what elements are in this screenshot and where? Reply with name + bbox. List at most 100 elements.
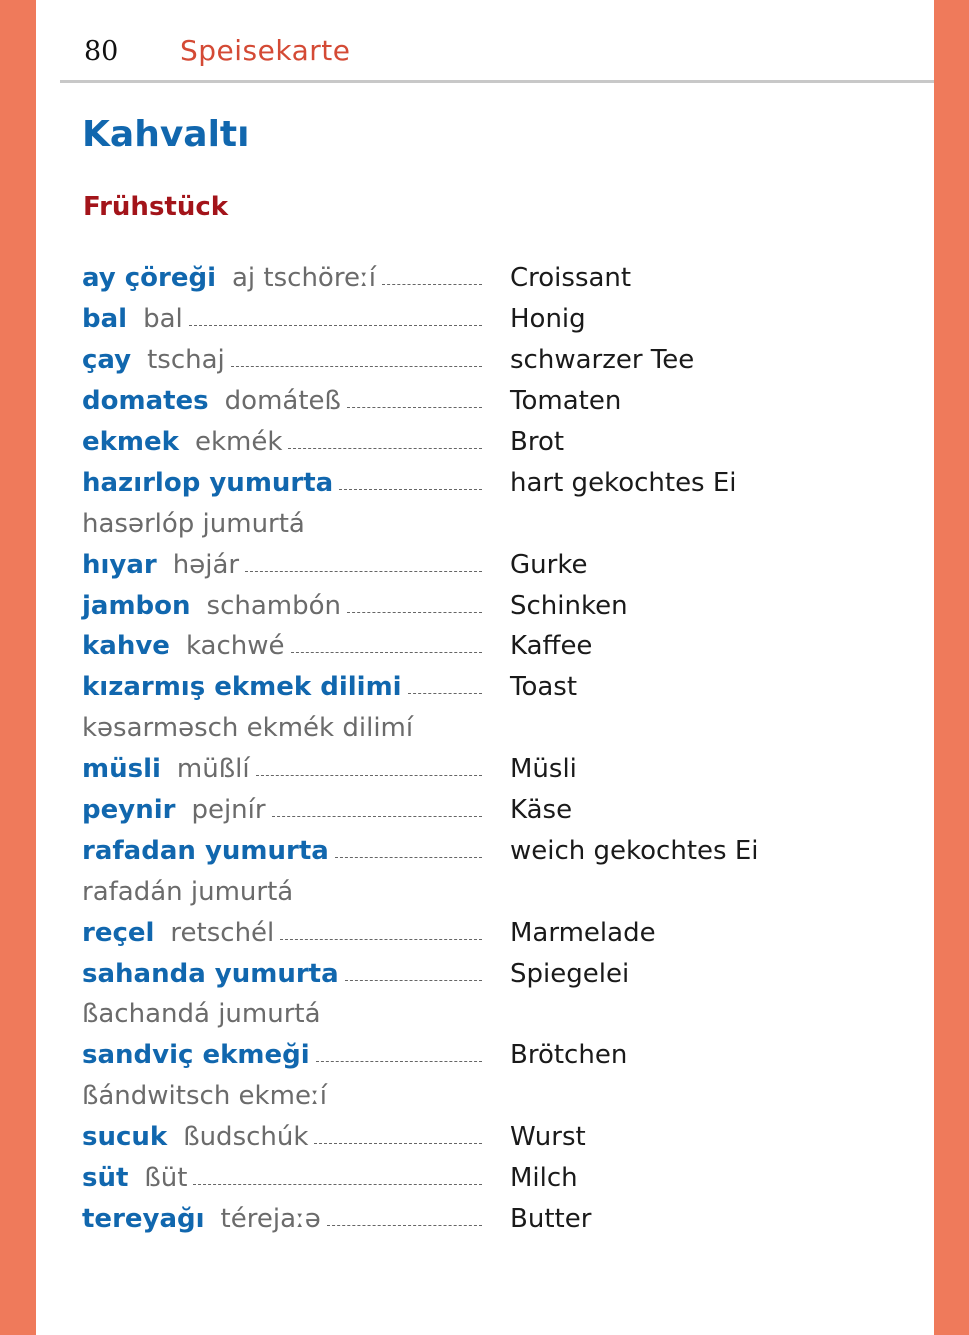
pronunciation: ßüt xyxy=(144,1163,188,1194)
german-translation: Toast xyxy=(510,672,578,703)
turkish-word: ekmek xyxy=(82,427,179,457)
entry-term: ekmek ekmék xyxy=(82,427,482,457)
dot-leader xyxy=(315,1061,482,1063)
dot-leader xyxy=(193,1184,482,1186)
entry-term: müsli müßlí xyxy=(82,754,482,784)
vocab-entry: peynir pejnír Käse xyxy=(82,790,802,831)
page-title: Kahvaltı xyxy=(82,114,250,155)
turkish-word: jambon xyxy=(82,590,191,621)
dot-leader xyxy=(334,856,482,858)
pronunciation: ekmék xyxy=(194,427,283,457)
german-translation: Tomaten xyxy=(510,386,622,417)
vocab-entry-pronunciation-line: kəsarməsch ekmék dilimí xyxy=(82,708,802,749)
german-translation: Brötchen xyxy=(510,1040,628,1071)
vocab-entry: sucuk ßudschúk Wurst xyxy=(82,1117,802,1158)
vocab-entry: süt ßüt Milch xyxy=(82,1158,802,1199)
vocab-entry: hıyar həjár Gurke xyxy=(82,544,802,585)
turkish-word: sucuk xyxy=(82,1122,168,1153)
pronunciation: domáteß xyxy=(224,386,341,417)
entry-term: süt ßüt xyxy=(82,1163,482,1193)
entry-term: sandviç ekmeği xyxy=(82,1040,482,1070)
german-translation: weich gekochtes Ei xyxy=(510,835,759,866)
entry-term: hıyar həjár xyxy=(82,550,482,580)
german-translation: Müsli xyxy=(510,754,577,785)
turkish-word: domates xyxy=(82,386,209,417)
right-accent-bar xyxy=(934,0,969,1335)
page-header: 80 Speisekarte xyxy=(84,34,350,74)
german-translation: Spiegelei xyxy=(510,958,630,989)
page-number: 80 xyxy=(84,36,119,67)
turkish-word: süt xyxy=(82,1163,129,1194)
vocab-entry: sahanda yumurta Spiegelei xyxy=(82,953,802,994)
entry-term: rafadan yumurta xyxy=(82,836,482,866)
dot-leader xyxy=(288,448,482,449)
dot-leader xyxy=(188,325,482,327)
dot-leader xyxy=(280,938,482,940)
pronunciation: kəsarməsch ekmék dilimí xyxy=(82,713,414,744)
turkish-word: ay çöreği xyxy=(82,263,216,294)
dot-leader xyxy=(271,816,482,818)
turkish-word: tereyağı xyxy=(82,1203,205,1234)
turkish-word: sandviç ekmeği xyxy=(82,1040,310,1071)
dot-leader xyxy=(381,284,482,286)
dot-leader xyxy=(326,1224,482,1226)
dot-leader xyxy=(245,570,482,572)
vocab-entry: rafadan yumurta weich gekochtes Ei xyxy=(82,830,802,871)
vocab-entry-pronunciation-line: ßándwitsch ekmeːí xyxy=(82,1076,802,1117)
entry-term: sahanda yumurta xyxy=(82,959,482,989)
turkish-word: rafadan yumurta xyxy=(82,835,329,866)
vocab-entry: sandviç ekmeği Brötchen xyxy=(82,1035,802,1076)
pronunciation: bal xyxy=(143,304,183,335)
pronunciation: pejnír xyxy=(191,795,266,826)
entry-term: reçel retschél xyxy=(82,918,482,948)
vocab-entry: domates domáteß Tomaten xyxy=(82,381,802,422)
german-translation: Croissant xyxy=(510,263,632,294)
german-translation: Käse xyxy=(510,795,573,826)
german-translation: Schinken xyxy=(510,590,628,621)
entry-term: kızarmış ekmek dilimi xyxy=(82,672,482,702)
vocab-entry: kızarmış ekmek dilimi Toast xyxy=(82,667,802,708)
german-translation: Kaffee xyxy=(510,631,593,662)
turkish-word: sahanda yumurta xyxy=(82,958,339,989)
pronunciation: ßudschúk xyxy=(183,1122,309,1153)
german-translation: schwarzer Tee xyxy=(510,345,695,376)
vocab-entry-pronunciation-line: ßachandá jumurtá xyxy=(82,994,802,1035)
turkish-word: bal xyxy=(82,304,128,335)
dot-leader xyxy=(347,611,482,613)
header-divider xyxy=(60,80,934,83)
vocab-entry: bal bal Honig xyxy=(82,299,802,340)
vocab-entry: hazırlop yumurta hart gekochtes Ei xyxy=(82,462,802,503)
pronunciation: schambón xyxy=(206,590,342,621)
dot-leader xyxy=(344,979,482,981)
vocabulary-list: ay çöreği aj tschöreːí Croissant bal bal Honi… xyxy=(82,258,802,1239)
pronunciation: ßachandá jumurtá xyxy=(82,999,321,1030)
dot-leader xyxy=(339,488,482,490)
turkish-word: kızarmış ekmek dilimi xyxy=(82,672,402,703)
entry-term: ay çöreği aj tschöreːí xyxy=(82,263,482,293)
dot-leader xyxy=(407,693,482,695)
entry-term: domates domáteß xyxy=(82,386,482,416)
pronunciation: ßándwitsch ekmeːí xyxy=(82,1081,327,1112)
pronunciation: həjár xyxy=(172,549,240,580)
entry-term: jambon schambón xyxy=(82,591,482,621)
entry-term: sucuk ßudschúk xyxy=(82,1122,482,1152)
pronunciation: térejaːə xyxy=(220,1203,321,1234)
turkish-word: reçel xyxy=(82,917,155,948)
left-accent-bar xyxy=(0,0,36,1335)
pronunciation: hasərlóp jumurtá xyxy=(82,508,305,539)
page-subtitle: Frühstück xyxy=(83,192,229,222)
turkish-word: çay xyxy=(82,345,132,376)
turkish-word: hazırlop yumurta xyxy=(82,467,334,498)
german-translation: Marmelade xyxy=(510,917,656,948)
german-translation: Milch xyxy=(510,1163,578,1194)
vocab-entry: çay tschaj schwarzer Tee xyxy=(82,340,802,381)
pronunciation: aj tschöreːí xyxy=(232,263,376,294)
pronunciation: kachwé xyxy=(185,631,285,662)
turkish-word: hıyar xyxy=(82,549,157,580)
pronunciation: tschaj xyxy=(147,345,225,376)
vocab-entry: jambon schambón Schinken xyxy=(82,585,802,626)
vocab-entry: kahve kachwé Kaffee xyxy=(82,626,802,667)
vocab-entry: ekmek ekmék Brot xyxy=(82,422,802,463)
entry-term: bal bal xyxy=(82,304,482,334)
dot-leader xyxy=(290,652,482,654)
